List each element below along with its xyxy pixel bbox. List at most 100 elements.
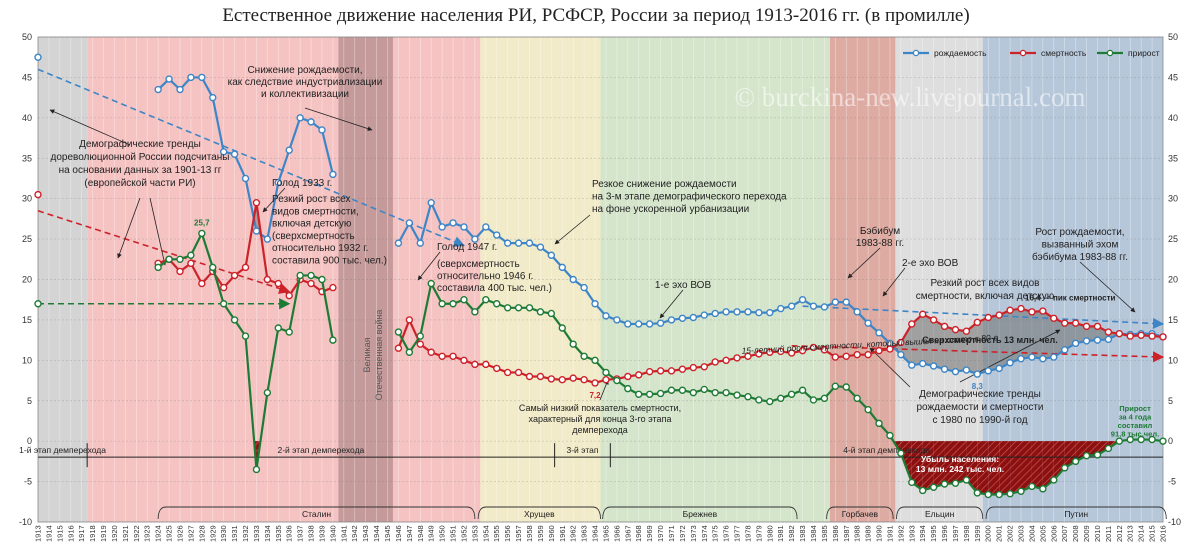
data-point (1060, 464, 1069, 472)
pointer-line (882, 267, 906, 297)
data-point (547, 375, 556, 383)
data-point (307, 271, 315, 280)
x-tick-label: 1918 (88, 525, 97, 542)
pointer-line (149, 197, 167, 266)
legend-label: рождаемость (934, 48, 987, 58)
data-point (700, 363, 708, 371)
data-point (744, 393, 752, 401)
annotation-line: и коллективизации (261, 89, 349, 100)
x-tick-label: 1945 (383, 525, 392, 542)
annotation-line: (европейской части РИ) (84, 178, 195, 189)
data-point (798, 296, 807, 304)
period-band (829, 37, 896, 522)
x-tick-label: 2010 (1093, 525, 1102, 542)
data-point (1093, 322, 1102, 331)
x-tick-label: 1972 (678, 525, 687, 542)
data-point (1060, 319, 1069, 327)
annotation-line: Самый низкий показатель смертности, (519, 403, 681, 413)
x-tick-label: 1926 (175, 525, 184, 542)
leader-bracket (157, 506, 476, 520)
data-point (460, 356, 468, 365)
data-point (1017, 304, 1025, 313)
x-tick-label: 1999 (973, 525, 982, 542)
annotation: 2-е эхо ВОВ (902, 258, 959, 269)
data-point (285, 328, 293, 336)
annotation-line: (сверхсмертность (437, 259, 520, 270)
annotation: Самый низкий показатель смертности,харак… (519, 403, 681, 435)
data-point (722, 388, 730, 397)
data-point (656, 319, 665, 327)
x-tick-label: 1955 (492, 525, 501, 542)
data-point (624, 320, 632, 328)
data-point (1050, 476, 1058, 484)
data-point (405, 219, 414, 227)
data-point (929, 483, 938, 491)
population-loss-fill (1010, 441, 1022, 494)
excess-mortality-fill (1042, 311, 1054, 359)
data-point (831, 353, 840, 361)
stage-label: 3-й этап (567, 445, 599, 455)
pointer-line (847, 247, 881, 279)
data-point (438, 300, 446, 308)
data-point (547, 309, 556, 318)
x-tick-label: 1967 (623, 525, 632, 542)
excess-mortality-fill (955, 329, 967, 372)
y-tick-label: -5 (24, 477, 32, 487)
data-point (711, 358, 719, 366)
data-point (591, 379, 599, 387)
data-point (635, 390, 643, 398)
x-tick-label: 1975 (711, 525, 720, 542)
x-tick-label: 1951 (449, 525, 458, 542)
y2-tick-label: 50 (1168, 32, 1178, 42)
leader-bracket (826, 506, 894, 520)
data-point (285, 291, 293, 300)
x-tick-label: 1996 (940, 525, 949, 542)
annotation-line: составила 900 тыс. чел.) (272, 256, 387, 267)
trend-line (37, 210, 291, 294)
data-point (558, 263, 566, 272)
data-point (482, 223, 490, 231)
x-tick-label: 1984 (809, 525, 818, 542)
y-tick-label: -10 (19, 517, 32, 527)
annotation-line: составил (1118, 421, 1153, 430)
data-point (1028, 353, 1036, 361)
data-point (307, 279, 315, 288)
data-point (252, 199, 261, 207)
y2-tick-label: 20 (1168, 275, 1178, 285)
annotation-line: демперехода (572, 425, 628, 435)
x-tick-label: 2011 (1104, 526, 1113, 542)
excess-mortality-fill (922, 314, 934, 366)
population-loss-fill (977, 441, 989, 495)
data-point (766, 397, 774, 406)
data-point (296, 114, 304, 122)
data-point (536, 372, 545, 381)
value-label: 7,2 (589, 391, 601, 400)
leader-label: Путин (1064, 509, 1088, 519)
data-point (198, 73, 206, 82)
data-point (940, 480, 949, 488)
data-point (154, 85, 162, 94)
annotation: Демографические тренды дореволюционной Ро… (51, 138, 230, 189)
data-point (984, 490, 992, 499)
annotation-line: 2-е эхо ВОВ (902, 258, 959, 269)
x-tick-label: 1942 (350, 525, 359, 542)
data-point (744, 352, 752, 360)
stage-label: 2-й этап демперехода (277, 445, 364, 455)
pointer-line (49, 109, 131, 146)
data-point (842, 383, 850, 391)
annotation-line: Снижение рождаемости, (247, 65, 362, 76)
x-tick-label: 1964 (591, 525, 600, 542)
data-point (962, 366, 971, 374)
data-point (263, 235, 272, 243)
annotation: Голод 1933 г. (272, 178, 332, 189)
data-point (1126, 332, 1134, 340)
data-point (482, 296, 490, 304)
x-tick-label: 1925 (165, 525, 174, 542)
data-point (1093, 451, 1102, 459)
data-point (875, 329, 883, 337)
x-tick-label: 1961 (558, 525, 567, 542)
data-point (929, 316, 938, 324)
data-point (318, 126, 326, 134)
data-point (733, 308, 741, 316)
leader-label: Брежнев (683, 509, 718, 519)
